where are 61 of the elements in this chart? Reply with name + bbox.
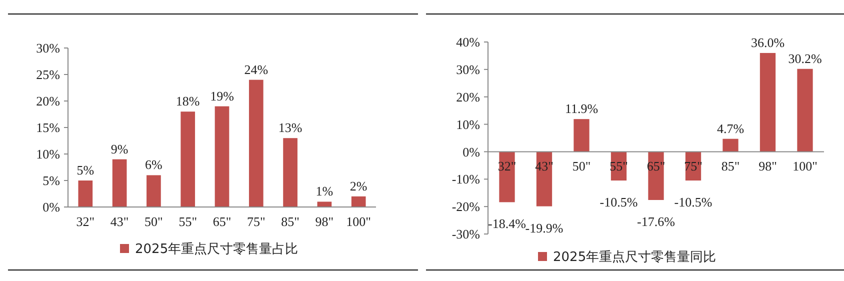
bar [574,119,590,152]
y-tick-label: 30% [456,62,480,77]
data-label: -17.6% [637,214,676,229]
y-tick-label: 5% [42,173,60,188]
data-label: 24% [244,62,268,77]
legend-label: 2025年重点尺寸零售量占比 [135,242,298,257]
y-tick-label: 20% [36,94,60,109]
x-tick-label: 55" [178,214,198,229]
data-label: 9% [110,141,128,156]
x-tick-label: 85" [281,214,300,229]
bar [722,138,738,152]
y-tick-label: 0% [462,144,480,160]
data-label: 18% [176,94,200,109]
y-tick-label: 15% [36,120,60,136]
x-tick-label: 98" [758,158,777,174]
bar [283,138,298,207]
legend-label: 2025年重点尺寸零售量同比 [553,250,716,265]
data-label: 36.0% [750,34,785,50]
data-label: -19.9% [525,220,564,236]
data-label: 4.7% [716,120,744,136]
data-label: 11.9% [564,101,598,116]
y-tick-label: 10% [456,116,480,132]
y-tick-label: 25% [36,67,60,82]
x-tick-label: 100" [792,158,818,174]
bar [351,196,366,207]
bar [112,159,127,207]
x-tick-label: 43" [110,214,129,229]
y-tick-label: -30% [452,226,480,242]
data-label: 5% [76,162,94,178]
data-label: 19% [210,88,234,104]
x-tick-label: 32" [76,214,95,229]
x-tick-label: 50" [144,214,163,229]
bar [760,52,776,152]
y-tick-label: 20% [456,89,480,104]
bar [317,202,332,207]
y-tick-label: -10% [452,172,480,187]
x-tick-label: 65" [212,214,232,229]
x-tick-label: 75" [246,214,266,229]
bar [78,180,93,207]
x-tick-label: 50" [572,158,591,174]
y-tick-label: 40% [456,34,480,50]
x-tick-label: 98" [315,214,334,229]
bar [146,175,161,207]
y-tick-label: 0% [42,200,60,215]
data-label: 30.2% [788,50,822,66]
data-label: 6% [145,157,163,172]
y-tick-label: -20% [452,199,480,214]
bar [214,106,230,207]
x-tick-label: 100" [346,214,371,229]
data-label: 1% [316,184,334,199]
x-tick-label: 85" [721,158,740,174]
data-label: -10.5% [674,194,712,210]
data-label: -10.5% [600,194,638,210]
y-tick-label: 30% [36,40,60,56]
data-label: 2% [350,178,368,194]
data-label: 13% [278,120,302,136]
bar [797,68,813,152]
bar [180,112,196,207]
y-tick-label: 10% [36,146,60,162]
bar [248,80,264,207]
data-label: -18.4% [488,216,526,232]
